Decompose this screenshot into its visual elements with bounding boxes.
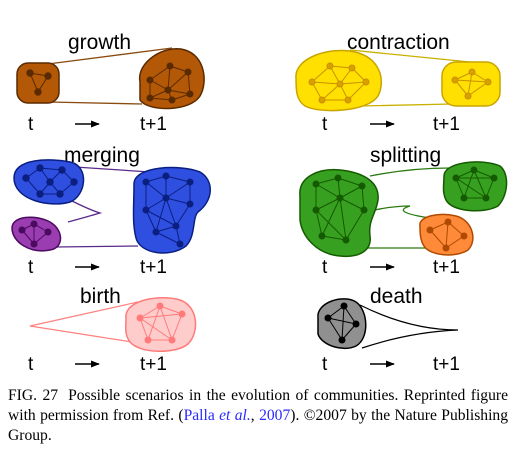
splitting-time-t: t: [322, 257, 328, 278]
contraction-title: contraction: [347, 31, 450, 54]
growth-time-t: t: [28, 114, 34, 135]
growth-title: growth: [68, 31, 131, 54]
splitting-title: splitting: [370, 144, 441, 167]
growth-panel: growth t t+1: [17, 31, 204, 135]
birth-title: birth: [80, 285, 121, 308]
death-title: death: [370, 285, 423, 308]
birth-panel: birth t t+1: [28, 285, 196, 375]
merging-time-t: t: [28, 257, 34, 278]
death-time-t1: t+1: [433, 354, 460, 375]
death-connector: [360, 305, 458, 348]
splitting-community-t: [300, 170, 378, 257]
community-evolution-figure: growth t t+1 contraction: [0, 0, 514, 380]
growth-time-t1: t+1: [140, 114, 167, 135]
birth-time-t1: t+1: [140, 354, 167, 375]
reference-author-link[interactable]: Palla: [184, 407, 220, 424]
merging-time-t1: t+1: [140, 257, 167, 278]
reference-etal-link[interactable]: et al.: [219, 407, 251, 424]
figure-number: FIG. 27: [8, 387, 58, 404]
contraction-panel: contraction t t+1: [296, 31, 500, 135]
reference-year-link[interactable]: 2007: [259, 407, 290, 424]
splitting-panel: splitting t t+1: [300, 144, 507, 278]
growth-community-t: [17, 63, 59, 103]
contraction-time-t1: t+1: [433, 114, 460, 135]
death-panel: death t t+1: [318, 285, 460, 375]
splitting-time-t1: t+1: [433, 257, 460, 278]
figure-caption: FIG. 27 Possible scenarios in the evoluti…: [8, 386, 508, 446]
death-time-t: t: [322, 354, 328, 375]
birth-time-t: t: [28, 354, 34, 375]
reference-separator: ,: [251, 407, 259, 424]
birth-connector: [30, 302, 138, 342]
merging-panel: merging t t+1: [12, 144, 210, 278]
contraction-community-t1: [442, 62, 500, 106]
contraction-time-t: t: [322, 114, 328, 135]
